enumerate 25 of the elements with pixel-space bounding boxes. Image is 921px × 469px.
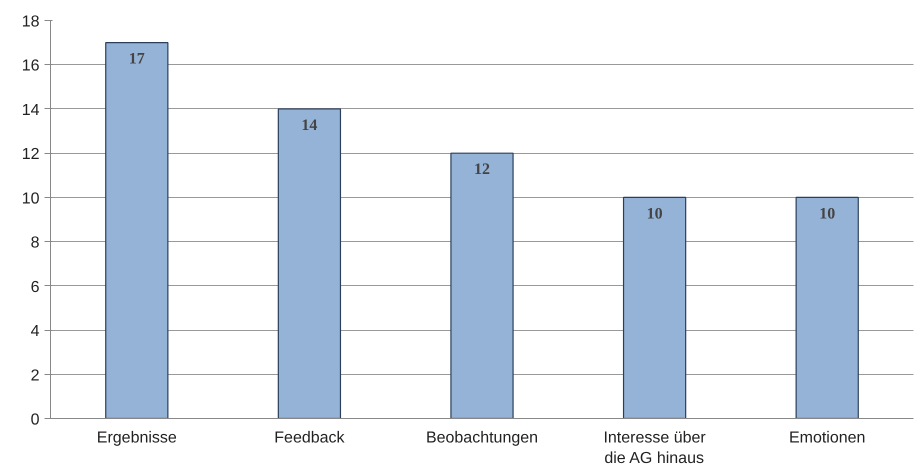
- bar: [278, 108, 342, 418]
- bar: [796, 196, 859, 418]
- data-label: 14: [301, 116, 318, 134]
- y-tick-label: 10: [22, 190, 40, 208]
- bar: [105, 42, 168, 418]
- x-tick-label: Ergebnisse: [96, 430, 177, 446]
- data-label: 10: [819, 205, 836, 222]
- y-tick-label: 4: [30, 323, 40, 340]
- y-tick-label: 18: [22, 14, 40, 30]
- data-label: 10: [646, 205, 663, 222]
- y-tick-label: 16: [22, 58, 40, 75]
- data-label: 17: [128, 50, 145, 68]
- y-tick-label: 14: [22, 102, 40, 119]
- x-tick-label: Emotionen: [788, 430, 866, 446]
- x-tick-label: Feedback: [274, 430, 346, 446]
- y-tick-label: 8: [30, 234, 40, 252]
- x-tick-label: Interesse über die AG hinaus: [603, 430, 706, 467]
- y-tick-label: 0: [30, 412, 40, 428]
- bar: [450, 152, 514, 418]
- y-tick-label: 2: [30, 367, 40, 384]
- bar: [622, 196, 686, 418]
- y-tick-label: 12: [22, 146, 40, 164]
- y-tick-label: 6: [30, 278, 40, 296]
- x-tick-label: Beobachtungen: [426, 430, 538, 446]
- data-label: 12: [474, 161, 490, 178]
